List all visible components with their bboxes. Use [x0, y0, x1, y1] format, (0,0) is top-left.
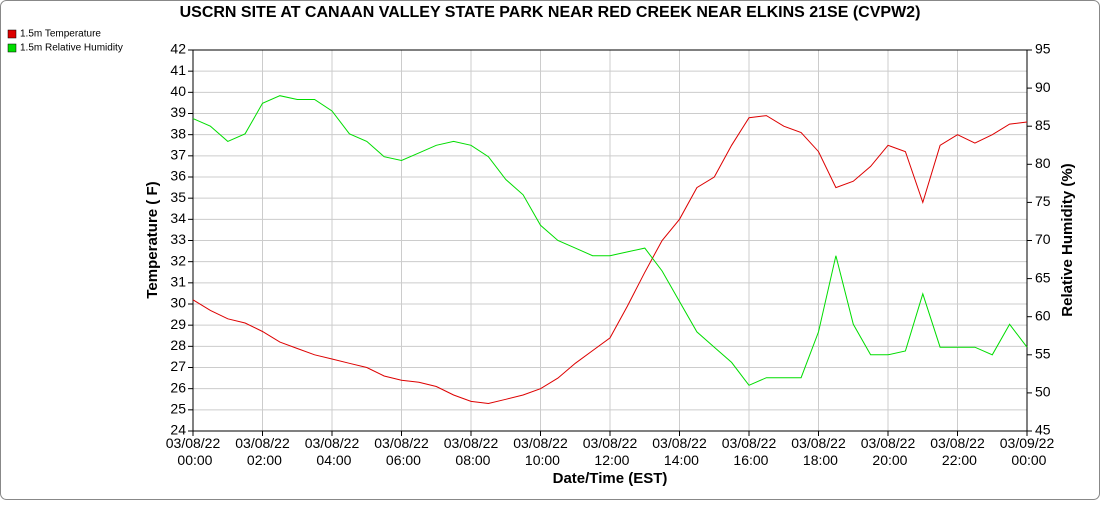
x-tick-label: 03/08/22 14:00	[652, 435, 707, 468]
y2-tick-label: 95	[1035, 41, 1051, 57]
y-tick-label: 27	[170, 358, 186, 374]
x-tick-label: 03/08/22 12:00	[583, 435, 638, 468]
x-tick-label: 03/09/22 00:00	[1000, 435, 1055, 468]
y-tick-label: 26	[170, 379, 186, 395]
y2-tick-label: 80	[1035, 155, 1051, 171]
y-axis-label: Temperature ( F)	[144, 181, 161, 298]
x-tick-label: 03/08/22 20:00	[861, 435, 916, 468]
y2-tick-label: 55	[1035, 346, 1051, 362]
y-tick-label: 40	[170, 83, 186, 99]
x-tick-label: 03/08/22 02:00	[235, 435, 290, 468]
y2-tick-label: 85	[1035, 117, 1051, 133]
y-tick-label: 25	[170, 401, 186, 417]
y2-tick-label: 50	[1035, 384, 1051, 400]
y-tick-label: 31	[170, 274, 186, 290]
y2-tick-label: 65	[1035, 269, 1051, 285]
y-tick-label: 30	[170, 295, 186, 311]
y-tick-label: 28	[170, 337, 186, 353]
legend-swatch	[7, 29, 17, 39]
y2-axis-label: Relative Humidity (%)	[1059, 163, 1076, 316]
legend-label: 1.5m Relative Humidity	[20, 43, 123, 54]
x-axis-label: Date/Time (EST)	[553, 470, 668, 487]
y-tick-label: 41	[170, 62, 186, 78]
y-tick-label: 39	[170, 104, 186, 120]
y2-tick-label: 90	[1035, 79, 1051, 95]
x-tick-label: 03/08/22 10:00	[513, 435, 568, 468]
y-tick-label: 42	[170, 41, 186, 57]
x-tick-label: 03/08/22 00:00	[166, 435, 221, 468]
y2-tick-label: 60	[1035, 307, 1051, 323]
y-tick-label: 34	[170, 210, 186, 226]
x-tick-label: 03/08/22 22:00	[930, 435, 985, 468]
y-tick-label: 38	[170, 125, 186, 141]
legend-swatch	[7, 43, 17, 53]
legend-label: 1.5m Temperature	[20, 29, 101, 40]
y-tick-label: 33	[170, 231, 186, 247]
plot-border	[192, 49, 1028, 432]
y-tick-label: 35	[170, 189, 186, 205]
x-tick-label: 03/08/22 18:00	[791, 435, 846, 468]
x-tick-label: 03/08/22 16:00	[722, 435, 777, 468]
y-tick-label: 24	[170, 422, 186, 438]
series-line	[192, 95, 1028, 386]
x-tick-label: 03/08/22 08:00	[444, 435, 499, 468]
y2-tick-label: 70	[1035, 231, 1051, 247]
chart-title: USCRN SITE AT CANAAN VALLEY STATE PARK N…	[180, 4, 921, 21]
y2-tick-label: 75	[1035, 193, 1051, 209]
series-line	[192, 115, 1028, 405]
y-tick-label: 29	[170, 316, 186, 332]
y-tick-label: 32	[170, 252, 186, 268]
y-tick-label: 37	[170, 147, 186, 163]
y-tick-label: 36	[170, 168, 186, 184]
x-tick-label: 03/08/22 04:00	[305, 435, 360, 468]
x-tick-label: 03/08/22 06:00	[374, 435, 429, 468]
y2-tick-label: 45	[1035, 422, 1051, 438]
